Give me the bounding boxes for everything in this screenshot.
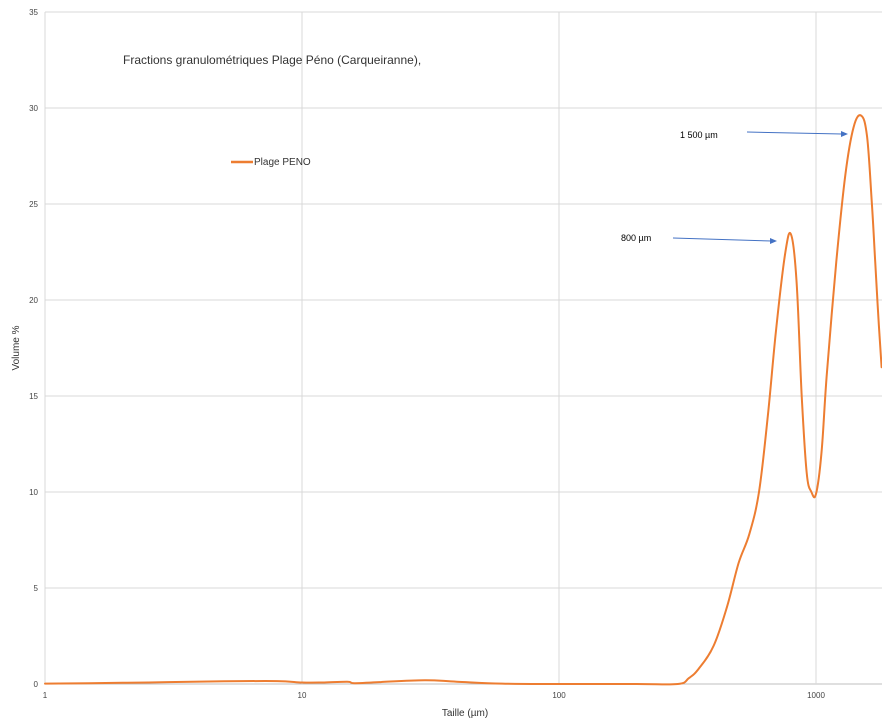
x-axis-title: Taille (µm) <box>442 708 488 719</box>
annotation-1500: 1 500 µm <box>680 130 848 140</box>
annotation-label: 1 500 µm <box>680 130 718 140</box>
annotation-arrow-line <box>672 237 773 242</box>
y-tick-label: 0 <box>34 680 39 689</box>
y-tick-label: 15 <box>29 392 38 401</box>
chart-title: Fractions granulométriques Plage Péno (C… <box>123 53 421 67</box>
annotation-label: 800 µm <box>621 233 651 243</box>
y-tick-labels: 0 5 10 15 20 25 30 35 <box>29 8 38 689</box>
annotation-arrowhead <box>841 131 848 137</box>
annotation-800: 800 µm <box>621 233 777 244</box>
x-gridlines <box>44 12 817 684</box>
y-tick-label: 35 <box>29 8 38 17</box>
y-tick-label: 5 <box>34 584 39 593</box>
gridlines <box>44 11 882 685</box>
y-tick-label: 25 <box>29 200 38 209</box>
x-tick-label: 1 <box>43 691 48 700</box>
x-tick-label: 1000 <box>807 691 825 700</box>
annotation-arrow-line <box>746 131 843 135</box>
y-tick-label: 20 <box>29 296 38 305</box>
y-gridlines <box>45 11 882 685</box>
y-tick-label: 10 <box>29 488 38 497</box>
y-axis-title: Volume % <box>11 325 22 370</box>
legend-label: Plage PENO <box>254 157 311 168</box>
series-line-plage-peno <box>44 114 882 686</box>
data-points <box>45 116 882 684</box>
x-tick-labels: 1 10 100 1000 <box>43 691 826 700</box>
legend: Plage PENO <box>231 157 311 168</box>
x-tick-label: 10 <box>298 691 307 700</box>
x-tick-label: 100 <box>552 691 566 700</box>
annotation-arrowhead <box>770 238 777 244</box>
y-tick-label: 30 <box>29 104 38 113</box>
